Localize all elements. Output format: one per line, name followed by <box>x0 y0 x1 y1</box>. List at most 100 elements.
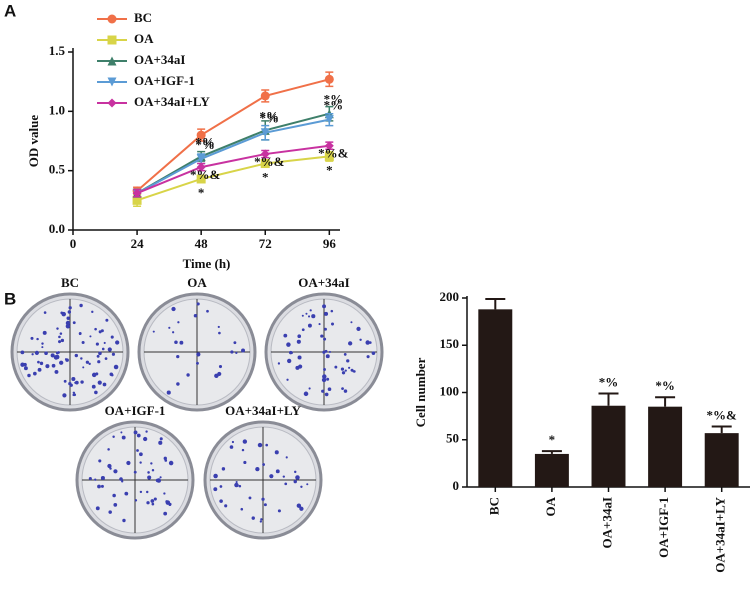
colony <box>78 332 82 335</box>
panel-label: A <box>4 1 16 20</box>
point <box>324 141 334 151</box>
y-tick-label: 0.0 <box>49 221 65 236</box>
colony <box>37 360 40 364</box>
colony <box>147 471 150 474</box>
colony <box>274 450 279 455</box>
colony <box>307 315 311 318</box>
colony <box>150 499 155 503</box>
point <box>260 159 270 169</box>
colony <box>263 503 267 507</box>
legend-label: OA <box>134 31 154 46</box>
colony <box>34 350 39 355</box>
colony <box>121 435 126 440</box>
colony <box>59 360 64 365</box>
colony <box>275 469 280 474</box>
x-tick-label: OA+34aI <box>599 497 614 548</box>
y-axis-label: Cell number <box>413 357 428 427</box>
colony <box>195 361 199 365</box>
colony <box>176 354 180 359</box>
colony <box>295 365 300 370</box>
colony <box>133 430 138 435</box>
point <box>132 195 142 205</box>
colony <box>88 362 91 365</box>
colony <box>146 501 150 505</box>
colony <box>58 335 61 339</box>
colony <box>287 358 292 364</box>
colony <box>85 360 90 364</box>
colony <box>359 338 362 341</box>
colony <box>305 312 308 315</box>
plates <box>10 292 384 540</box>
colony <box>248 496 252 500</box>
colony <box>219 499 223 503</box>
colony <box>91 384 96 389</box>
series-line <box>136 155 330 202</box>
legend-marker <box>107 98 117 108</box>
colony <box>27 373 31 378</box>
colony <box>282 475 285 478</box>
colony <box>172 331 175 334</box>
colony <box>113 469 118 474</box>
colony <box>269 474 274 479</box>
colony <box>94 478 97 481</box>
colony <box>346 359 350 363</box>
significance-label: * <box>262 170 269 185</box>
y-tick-label: 1.5 <box>49 43 66 58</box>
point <box>196 130 206 140</box>
point <box>132 188 142 198</box>
colony <box>121 480 124 483</box>
colony <box>330 309 334 313</box>
colony <box>95 342 99 346</box>
colony <box>108 510 112 514</box>
colony <box>324 327 327 331</box>
colony <box>119 477 123 481</box>
colony <box>307 323 312 328</box>
legend-marker <box>107 35 117 45</box>
colony <box>110 373 114 377</box>
colony <box>133 470 137 474</box>
colony <box>262 463 266 466</box>
significance-label: *% <box>324 98 344 113</box>
colony <box>139 452 143 457</box>
bar <box>534 453 569 487</box>
colony <box>234 482 239 488</box>
colony <box>41 342 44 345</box>
colony <box>68 382 72 386</box>
colony <box>196 352 201 357</box>
colony <box>306 483 309 486</box>
colony <box>299 506 304 511</box>
colony <box>112 493 116 498</box>
bar <box>591 405 626 487</box>
colony <box>309 309 312 312</box>
colony <box>37 367 42 372</box>
colony <box>277 362 281 365</box>
error-bar <box>598 392 619 406</box>
colony <box>30 336 34 340</box>
colony <box>81 340 85 345</box>
colony <box>158 440 163 445</box>
colony <box>102 382 107 387</box>
colony <box>231 440 235 444</box>
colony <box>107 463 112 469</box>
colony <box>166 390 171 395</box>
colony <box>113 364 119 370</box>
colony <box>95 506 100 511</box>
significance-label: *% <box>195 137 215 152</box>
colony <box>214 373 219 379</box>
colony <box>343 353 347 356</box>
legend-marker <box>107 77 117 87</box>
colony <box>176 382 180 386</box>
legend-label: OA+34aI+LY <box>134 94 210 109</box>
colony <box>39 361 44 366</box>
colony <box>323 368 326 371</box>
y-tick-label: 100 <box>440 383 460 398</box>
legend-label: BC <box>134 10 152 25</box>
series-line <box>136 144 330 195</box>
colony <box>97 484 101 489</box>
colony <box>31 353 34 356</box>
bar <box>648 406 683 487</box>
colony <box>286 342 291 347</box>
colony <box>72 321 76 325</box>
colony <box>301 328 305 332</box>
colony <box>67 310 72 314</box>
